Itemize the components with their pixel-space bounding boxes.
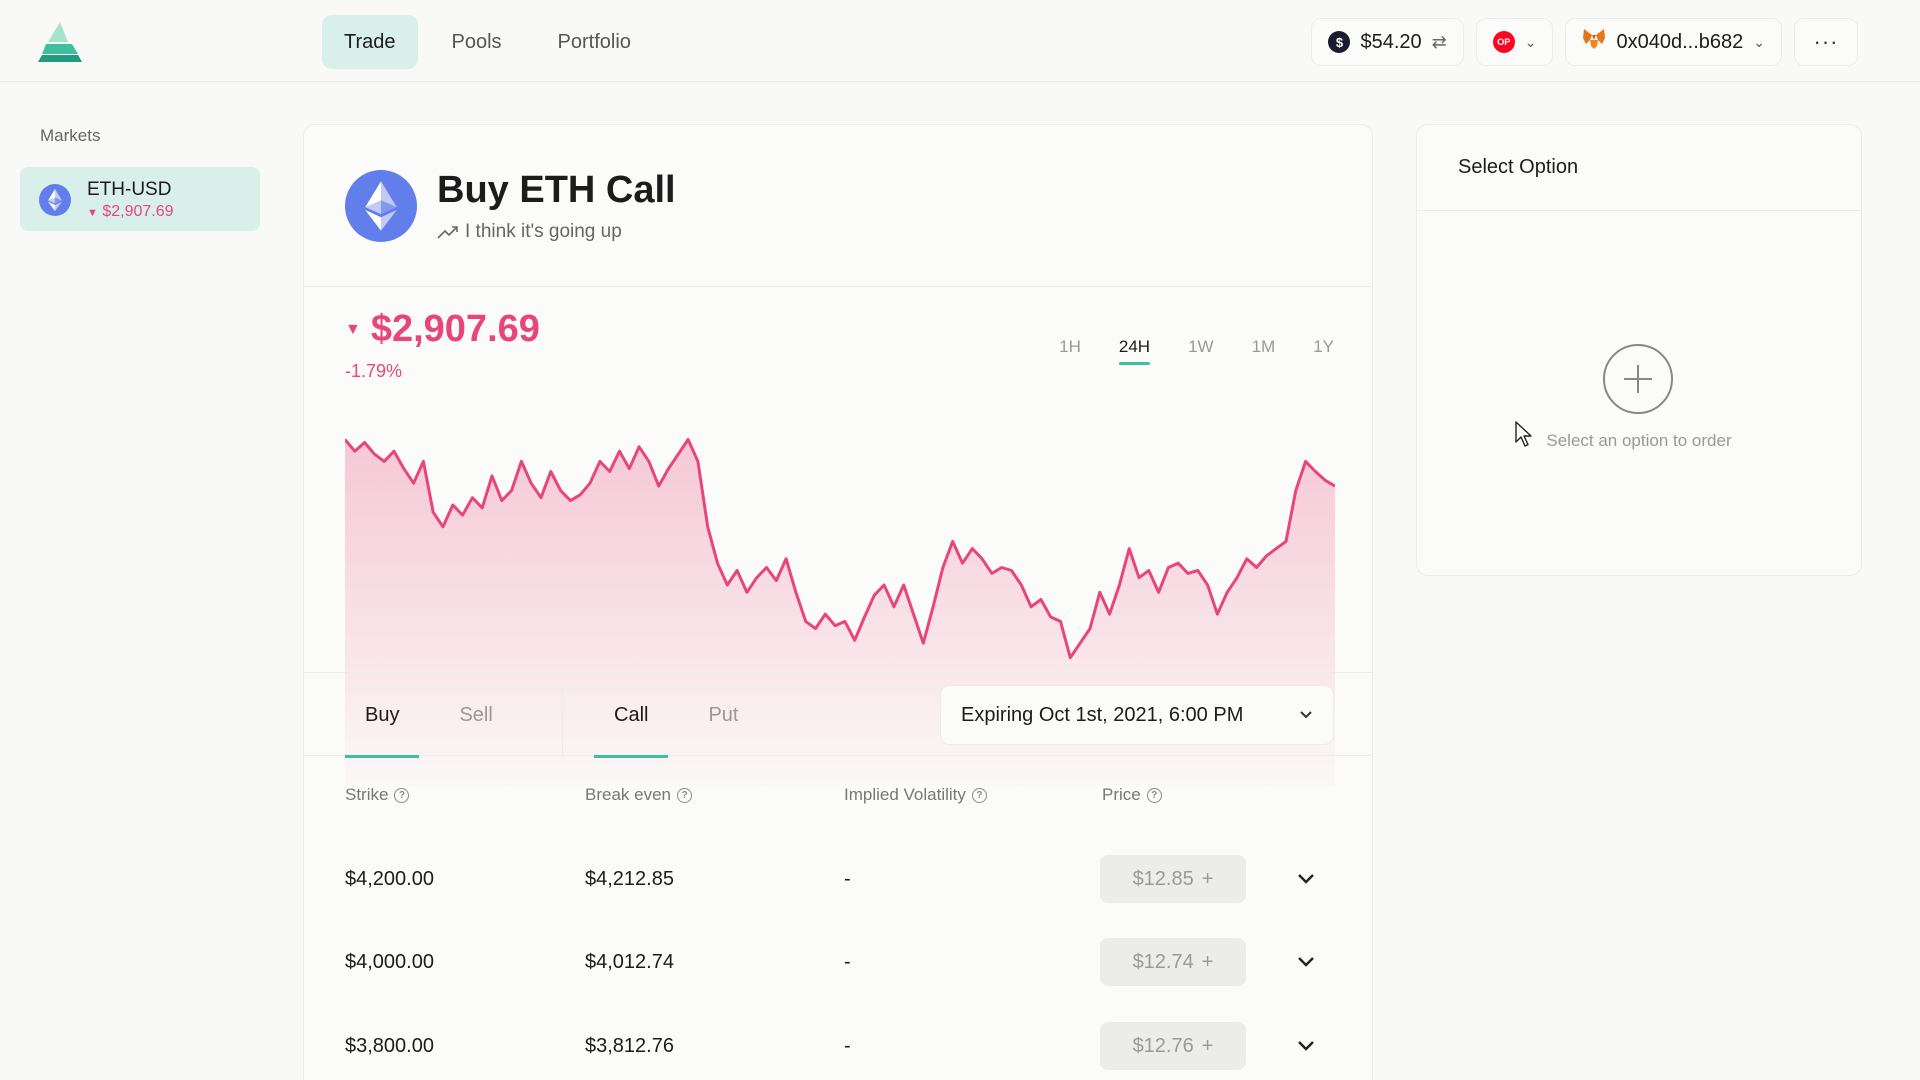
add-option-button[interactable]: $12.76 + bbox=[1100, 1022, 1246, 1070]
chevron-down-icon: ⌄ bbox=[1753, 33, 1765, 50]
tab-put[interactable]: Put bbox=[708, 703, 739, 726]
tab-call[interactable]: Call bbox=[594, 673, 669, 758]
dollar-coin-icon: $ bbox=[1328, 31, 1351, 53]
more-menu-button[interactable]: ··· bbox=[1794, 18, 1858, 66]
break-even-cell: $4,212.85 bbox=[585, 867, 674, 890]
tab-buy[interactable]: Buy bbox=[345, 673, 420, 758]
break-even-cell: $3,812.76 bbox=[585, 1034, 674, 1057]
header-break-even: Break even ? bbox=[585, 785, 692, 805]
wallet-address: 0x040d...b682 bbox=[1616, 30, 1744, 53]
ethereum-icon bbox=[345, 170, 417, 242]
wallet-button[interactable]: 0x040d...b682 ⌄ bbox=[1565, 18, 1782, 66]
range-tab-24h[interactable]: 24H bbox=[1118, 337, 1151, 365]
nav-pools[interactable]: Pools bbox=[451, 30, 502, 53]
chevron-down-icon: ⌄ bbox=[1524, 33, 1537, 50]
market-price-value: $2,907.69 bbox=[102, 203, 174, 220]
chart-price-line bbox=[345, 438, 1335, 660]
market-item-eth-usd[interactable]: ETH-USD ▼ $2,907.69 bbox=[20, 167, 260, 231]
add-option-button[interactable]: $12.74 + bbox=[1100, 938, 1246, 986]
iv-cell: - bbox=[844, 867, 851, 890]
option-price: $12.74 bbox=[1132, 950, 1194, 973]
chevron-down-icon bbox=[1300, 711, 1312, 719]
down-triangle-icon: ▼ bbox=[87, 207, 98, 219]
strike-cell: $3,800.00 bbox=[345, 1034, 434, 1057]
ethereum-icon bbox=[39, 184, 71, 216]
swap-icon: ⇄ bbox=[1431, 31, 1447, 52]
table-row[interactable]: $4,200.00 $4,212.85 - $12.85 + bbox=[304, 849, 1372, 909]
tab-sell[interactable]: Sell bbox=[459, 703, 493, 726]
break-even-cell: $4,012.74 bbox=[585, 950, 674, 973]
optimism-icon: OP bbox=[1492, 31, 1515, 53]
network-selector[interactable]: OP ⌄ bbox=[1475, 18, 1554, 66]
time-range-tabs: 1H 24H 1W 1M 1Y bbox=[1059, 337, 1334, 365]
header-iv-label: Implied Volatility bbox=[844, 785, 966, 804]
header-price-label: Price bbox=[1102, 785, 1141, 804]
side-tabs: Buy Sell bbox=[345, 673, 513, 758]
top-bar: Trade Pools Portfolio $ $54.20 ⇄ OP ⌄ 0x… bbox=[0, 0, 1920, 82]
metamask-fox-icon bbox=[1582, 28, 1606, 56]
plus-icon: + bbox=[1201, 950, 1214, 973]
header-price: Price ? bbox=[1102, 785, 1162, 805]
order-panel: Select Option Select an option to order bbox=[1416, 124, 1862, 576]
help-icon[interactable]: ? bbox=[971, 787, 987, 803]
header-break-even-label: Break even bbox=[585, 785, 671, 804]
iv-cell: - bbox=[844, 950, 851, 973]
divider bbox=[562, 673, 563, 757]
trade-card: Buy ETH Call I think it's going up ▼ $2,… bbox=[303, 124, 1373, 1080]
help-icon[interactable]: ? bbox=[1146, 787, 1162, 803]
panel-hint: Select an option to order bbox=[1546, 431, 1732, 450]
header-implied-volatility: Implied Volatility ? bbox=[844, 785, 987, 805]
range-tab-1y[interactable]: 1Y bbox=[1313, 337, 1334, 356]
more-dots-icon: ··· bbox=[1813, 29, 1839, 54]
trending-up-icon bbox=[437, 226, 458, 239]
table-header: Strike ? Break even ? Implied Volatility… bbox=[304, 785, 1372, 825]
subtitle-text: I think it's going up bbox=[465, 221, 622, 242]
help-icon[interactable]: ? bbox=[394, 787, 410, 803]
expand-chevron-icon[interactable] bbox=[1294, 867, 1318, 891]
add-circle-icon[interactable] bbox=[1602, 343, 1674, 415]
header-strike-label: Strike bbox=[345, 785, 389, 804]
current-price-value: $2,907.69 bbox=[370, 308, 540, 350]
table-row[interactable]: $4,000.00 $4,012.74 - $12.74 + bbox=[304, 932, 1372, 992]
plus-icon: + bbox=[1201, 1034, 1214, 1057]
price-change: -1.79% bbox=[345, 361, 403, 381]
mouse-cursor-icon bbox=[1515, 421, 1532, 447]
iv-cell: - bbox=[844, 1034, 851, 1057]
expand-chevron-icon[interactable] bbox=[1294, 950, 1318, 974]
current-price: ▼ $2,907.69 bbox=[345, 308, 540, 351]
panel-title: Select Option bbox=[1417, 125, 1861, 211]
nav-trade[interactable]: Trade bbox=[322, 15, 418, 69]
nav-portfolio[interactable]: Portfolio bbox=[557, 30, 631, 53]
expand-chevron-icon[interactable] bbox=[1294, 1034, 1318, 1058]
app-logo[interactable] bbox=[38, 22, 82, 62]
plus-icon: + bbox=[1201, 867, 1214, 890]
page-title: Buy ETH Call bbox=[437, 169, 676, 211]
strike-cell: $4,200.00 bbox=[345, 867, 434, 890]
market-price: ▼ $2,907.69 bbox=[87, 203, 174, 221]
range-tab-1m[interactable]: 1M bbox=[1251, 337, 1276, 356]
header-strike: Strike ? bbox=[345, 785, 410, 805]
range-tab-1h[interactable]: 1H bbox=[1059, 337, 1081, 356]
table-row[interactable]: $3,800.00 $3,812.76 - $12.76 + bbox=[304, 1016, 1372, 1076]
balance-button[interactable]: $ $54.20 ⇄ bbox=[1311, 18, 1464, 66]
down-triangle-icon: ▼ bbox=[345, 320, 361, 338]
add-option-button[interactable]: $12.85 + bbox=[1100, 855, 1246, 903]
card-header: Buy ETH Call I think it's going up bbox=[304, 125, 1372, 287]
help-icon[interactable]: ? bbox=[677, 787, 692, 803]
order-tabs-row: Buy Sell Call Put Expiring Oct 1st, 2021… bbox=[304, 672, 1372, 758]
type-tabs: Call Put bbox=[594, 673, 758, 758]
main-nav: Trade Pools Portfolio bbox=[322, 15, 653, 69]
market-name: ETH-USD bbox=[87, 179, 172, 200]
account-controls: $ $54.20 ⇄ OP ⌄ 0x040d...b682 ⌄ ··· bbox=[1311, 18, 1858, 66]
expiry-value: Expiring Oct 1st, 2021, 6:00 PM bbox=[961, 703, 1244, 726]
range-tab-1w[interactable]: 1W bbox=[1188, 337, 1214, 356]
strike-cell: $4,000.00 bbox=[345, 950, 434, 973]
expiry-dropdown[interactable]: Expiring Oct 1st, 2021, 6:00 PM bbox=[940, 685, 1334, 745]
markets-heading: Markets bbox=[40, 126, 101, 145]
option-price: $12.76 bbox=[1132, 1034, 1194, 1057]
page-subtitle: I think it's going up bbox=[437, 221, 622, 243]
balance-value: $54.20 bbox=[1360, 30, 1422, 53]
option-price: $12.85 bbox=[1132, 867, 1194, 890]
